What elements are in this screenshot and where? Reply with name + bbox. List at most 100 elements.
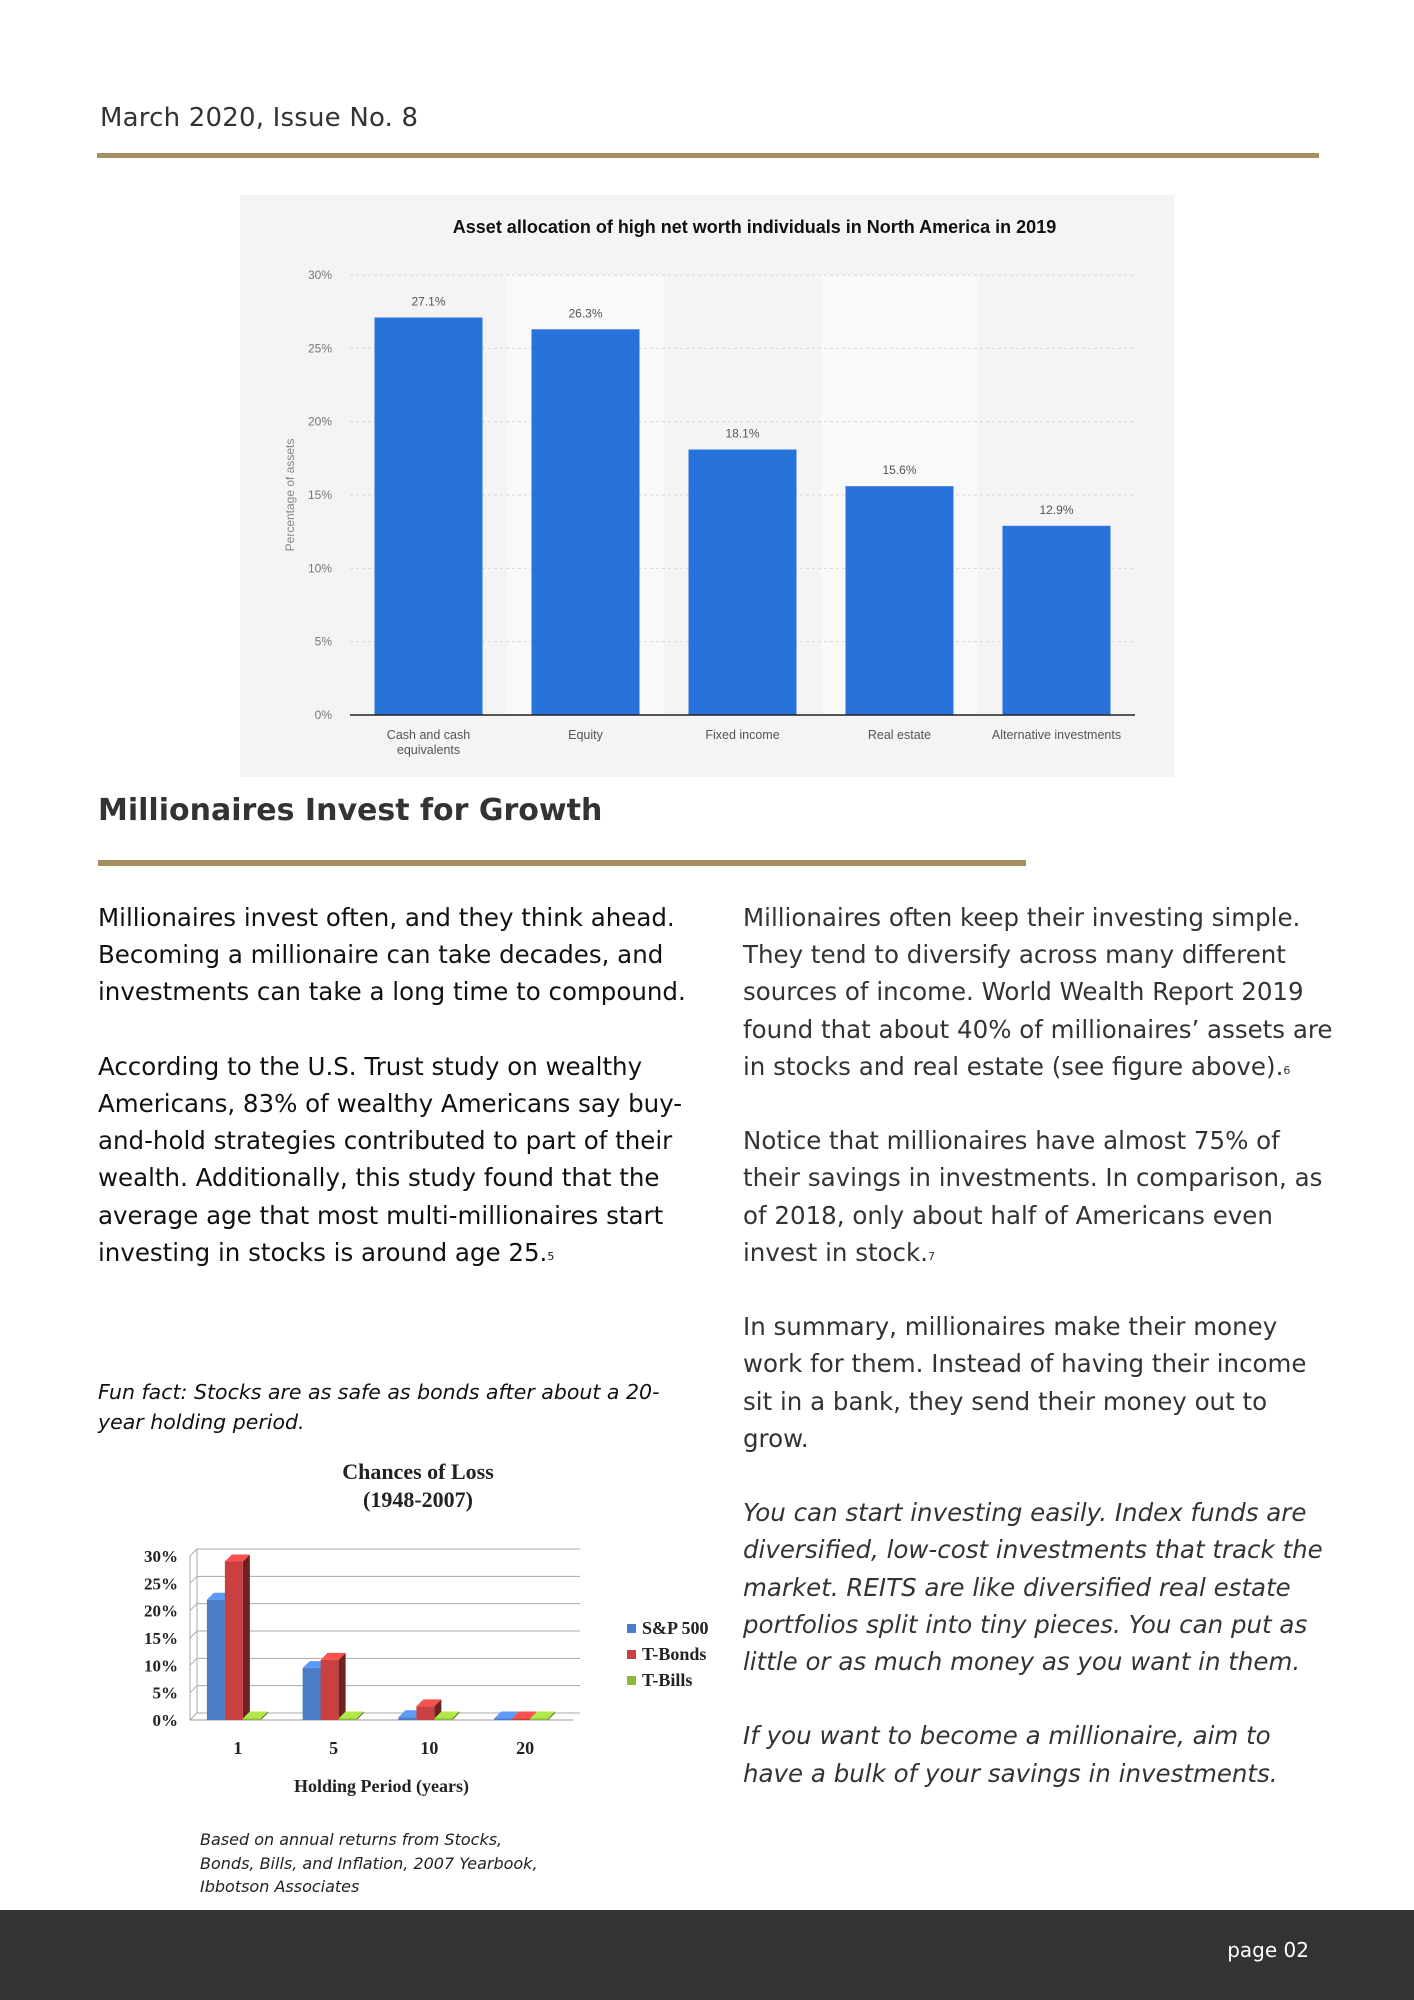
bar-top [338,1711,364,1719]
y-tick-label: 25% [308,341,332,355]
y-tick-label: 10% [308,561,332,575]
chart-title: Asset allocation of high net worth indiv… [453,217,1056,237]
depth-tick [189,1575,198,1584]
y-tick-label: 0% [315,708,333,722]
bar [338,1718,357,1720]
bar-value-label: 27.1% [411,295,445,309]
depth-tick [189,1712,198,1721]
right-paragraph-2-text: Notice that millionaires have almost 75%… [743,1126,1323,1267]
chart-subtitle: (1948-2007) [363,1487,473,1512]
chances-of-loss-chart: Chances of Loss (1948-2007) 0% 5% 10% 15% 20% 2… [108,1450,728,1820]
bar-side [356,1711,364,1720]
bar-side [338,1652,346,1720]
right-paragraph-1-text: Millionaires often keep their investing … [743,903,1333,1081]
y-tick-label: 5% [153,1684,179,1703]
right-paragraph-2: Notice that millionaires have almost 75%… [743,1122,1333,1271]
x-tick-label: Cash and cash [387,728,470,742]
footnote-ref-5: 5 [547,1249,555,1263]
footnote-ref-7: 7 [928,1249,935,1263]
bar [320,1659,339,1720]
depth-tick [189,1548,198,1557]
bar-top [224,1554,250,1562]
left-paragraph-2-text: According to the U.S. Trust study on wea… [98,1051,683,1267]
fun-fact: Fun fact: Stocks are as safe as bonds af… [98,1380,660,1434]
bar-top [416,1699,442,1707]
chances-of-loss-chart-svg: Chances of Loss (1948-2007) 0% 5% 10% 15% 20% 2… [144,1459,709,1797]
page-number: page 02 [1227,1938,1309,1962]
x-tick-label: 1 [233,1738,242,1758]
y-tick-label: 20% [144,1602,178,1621]
y-tick-label: 10% [144,1656,178,1675]
bar-side [548,1711,556,1720]
legend-label: T-Bills [642,1670,692,1690]
bar-top [512,1711,538,1719]
article-title: Millionaires Invest for Growth [98,793,603,828]
depth-tick [189,1603,198,1612]
x-tick-label: 20 [516,1738,534,1758]
x-axis-label: Holding Period (years) [294,1776,469,1797]
y-tick-label: 5% [315,635,333,649]
bar [434,1718,453,1720]
chart-title: Chances of Loss [342,1459,494,1484]
bar-value-label: 26.3% [568,306,602,320]
y-tick-label: 30% [144,1547,178,1566]
y-tick-label: 0% [153,1711,179,1730]
bar [416,1706,435,1720]
right-column: Millionaires often keep their investing … [743,899,1333,1792]
bar-top [434,1711,460,1719]
bar-value-label: 15.6% [882,463,916,477]
bar [512,1718,531,1720]
bar-side [452,1711,460,1720]
bar-value-label: 18.1% [725,427,759,441]
bar [845,486,954,715]
footer-bar: page 02 [0,1910,1414,2000]
issue-date: March 2020, Issue No. 8 [100,103,419,133]
x-tick-label: equivalents [397,743,460,757]
x-tick-label: Alternative investments [992,728,1121,742]
depth-tick [189,1685,198,1694]
y-tick-label: 30% [308,268,332,282]
bar-top [320,1652,346,1660]
footnote-ref-6: 6 [1283,1063,1291,1077]
left-paragraph-2: According to the U.S. Trust study on wea… [98,1048,688,1271]
depth-tick [189,1657,198,1666]
header-divider [97,153,1319,158]
x-tick-label: Fixed income [705,728,779,742]
bar [206,1599,225,1720]
right-paragraph-1: Millionaires often keep their investing … [743,899,1333,1085]
bar-value-label: 12.9% [1039,503,1073,517]
chart-caption: Based on annual returns from Stocks, Bon… [200,1830,538,1896]
bar [302,1668,321,1720]
y-tick-label: 20% [308,415,332,429]
legend-label: S&P 500 [642,1618,709,1638]
bar-top [494,1711,520,1719]
bar-side [434,1699,442,1720]
bar [530,1718,549,1720]
left-paragraph-1: Millionaires invest often, and they thin… [98,903,686,1007]
legend-swatch [627,1650,636,1659]
bar-top [242,1711,268,1719]
bar [494,1718,513,1720]
right-paragraph-4: You can start investing easily. Index fu… [743,1498,1323,1677]
bar [688,449,797,715]
x-tick-label: 10 [420,1738,438,1758]
right-paragraph-5: If you want to become a millionaire, aim… [743,1721,1278,1788]
y-tick-label: 15% [144,1629,178,1648]
x-tick-label: Real estate [868,728,931,742]
legend-swatch [627,1624,636,1633]
y-tick-label: 15% [308,488,332,502]
bar-top [530,1711,556,1719]
bar-side [242,1554,250,1720]
left-column: Millionaires invest often, and they thin… [98,899,688,1271]
legend-label: T-Bonds [642,1644,706,1664]
bar-side [260,1711,268,1720]
y-axis-label: Percentage of assets [283,439,297,552]
right-paragraph-3: In summary, millionaires make their mone… [743,1312,1307,1453]
x-tick-label: 5 [329,1738,338,1758]
bar [398,1717,417,1720]
x-tick-label: Equity [568,728,603,742]
bar [531,329,640,715]
bar [1002,525,1111,715]
title-divider [98,860,1026,866]
legend-swatch [627,1676,636,1685]
